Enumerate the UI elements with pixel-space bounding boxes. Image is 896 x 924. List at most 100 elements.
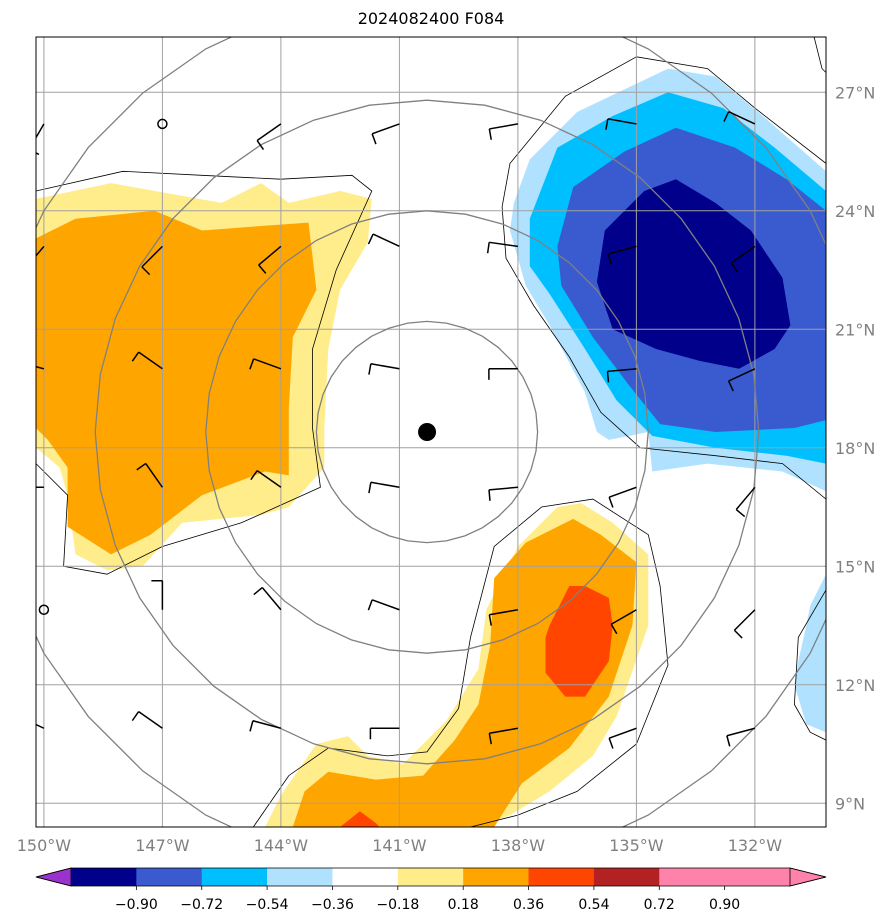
wind-barb-staff: [138, 351, 163, 370]
wind-barb-staff: [607, 368, 637, 373]
plot-frame: [35, 36, 827, 828]
wind-barb-flag: [606, 371, 610, 383]
colorbar-segment: [71, 868, 137, 886]
colorbar-tick-label: −0.72: [180, 897, 223, 913]
wind-barb-flag: [608, 496, 614, 508]
contour-line: [36, 170, 373, 575]
contour-line: [501, 206, 826, 500]
calm-circle-icon: [38, 604, 50, 615]
wind-barb-staff: [608, 486, 637, 498]
wind-barb-staff: [370, 481, 400, 489]
colorbar-segment: [463, 868, 530, 886]
colorbar-tick-label: 0.54: [578, 897, 609, 913]
latitude-tick-label: 24°N: [835, 202, 875, 221]
wind-barb-staff: [372, 233, 400, 248]
west-blob-level: [36, 210, 317, 555]
longitude-tick-label: 141°W: [372, 836, 427, 855]
wind-barb-staff: [36, 123, 45, 140]
wind-barb-flag: [25, 269, 33, 276]
wind-barb-flag: [371, 133, 377, 145]
wind-barb-flag: [250, 470, 258, 481]
wind-barb-flag: [136, 462, 147, 471]
colorbar-segment: [201, 868, 268, 886]
colorbar-tick-label: −0.90: [115, 897, 158, 913]
wind-barb-staff: [726, 727, 756, 737]
range-ring: [94, 99, 760, 765]
zero-contours: [36, 37, 826, 827]
longitude-tick-label: 135°W: [609, 836, 664, 855]
latitude-labels: 9°N 12°N 15°N 18°N 21°N 24°N 27°N: [835, 83, 875, 813]
longitude-labels: 150°W 147°W 144°W 141°W 138°W 135°W 132°W: [17, 836, 783, 855]
wind-barb-staff: [489, 241, 519, 248]
colorbar-segment: [267, 868, 333, 886]
colorbar-extend-high: [789, 867, 827, 887]
wind-barb-flag: [608, 737, 614, 749]
wind-barb-flag: [258, 264, 267, 274]
colorbar-segment: [397, 868, 464, 886]
wind-barb-flag: [368, 482, 372, 494]
wind-barb-staff: [489, 123, 519, 130]
wind-barb-staff: [256, 470, 282, 488]
wind-barb-staff: [36, 723, 45, 729]
contour-line: [252, 498, 669, 827]
northeast-blob-level: [596, 179, 791, 369]
latitude-tick-label: 12°N: [835, 676, 875, 695]
anomaly-fills: [36, 68, 826, 827]
south-blob-level: [340, 811, 380, 827]
latitude-tick-label: 27°N: [835, 83, 875, 102]
wind-barb-staff: [735, 486, 756, 510]
wind-barb-flag: [488, 128, 492, 140]
wind-barb-staff: [138, 711, 163, 729]
longitude-tick-label: 138°W: [491, 836, 546, 855]
wind-barb-flag: [367, 233, 374, 245]
wind-barb-flag: [367, 599, 373, 611]
wind-barb-staff: [728, 368, 756, 382]
latitude-tick-label: 9°N: [835, 794, 865, 813]
range-ring: [205, 210, 649, 654]
range-ring: [315, 320, 539, 544]
longitude-tick-label: 132°W: [728, 836, 783, 855]
longitude-tick-label: 150°W: [17, 836, 72, 855]
south-blob-level: [545, 586, 613, 697]
wind-barb-staff: [256, 123, 282, 142]
wind-barb-flag: [605, 118, 609, 130]
colorbar-segment: [659, 868, 726, 886]
latitude-tick-label: 18°N: [835, 439, 875, 458]
wind-barb-staff: [371, 599, 400, 611]
colorbar-segment: [528, 868, 595, 886]
wind-barb-flag: [13, 716, 18, 726]
wind-barb-flag: [131, 351, 140, 362]
plot-title: 2024082400 F084: [357, 9, 505, 28]
longitude-tick-label: 147°W: [135, 836, 190, 855]
wind-barb-staff: [145, 463, 164, 488]
wind-barb-staff: [608, 727, 637, 739]
wind-barb-flag: [249, 358, 255, 370]
wind-barb-flag: [36, 151, 40, 156]
wind-barb-flag: [131, 711, 140, 722]
range-rings: [36, 37, 826, 827]
wind-barb-flag: [607, 253, 612, 265]
longitude-tick-label: 144°W: [254, 836, 309, 855]
colorbar-tick-label: 0.18: [448, 897, 479, 913]
wind-barb-flag: [733, 629, 743, 639]
colorbar: −0.90 −0.72 −0.54 −0.36 −0.18 0.18 0.36 0.54 0.7…: [35, 867, 827, 913]
colorbar-tick-label: −0.18: [376, 897, 419, 913]
wind-barb-staff: [252, 720, 282, 729]
wind-barb-flag: [723, 111, 730, 122]
wind-barb-flag: [368, 363, 372, 375]
calm-circle-icon: [157, 118, 168, 130]
range-ring: [36, 37, 826, 827]
wind-barb-flag: [488, 733, 492, 745]
colorbar-segment: [593, 868, 660, 886]
colorbar-segment: [724, 868, 791, 886]
wind-barb-staff: [488, 486, 518, 491]
wind-barb-staff: [728, 110, 756, 125]
colorbar-tick-label: −0.36: [311, 897, 354, 913]
wind-barb-flag: [610, 623, 618, 635]
colorbar-outline: [35, 867, 827, 887]
wind-barb-staff: [610, 609, 637, 625]
storm-center-dot: [418, 423, 437, 441]
wind-barb-staff: [258, 245, 282, 266]
wind-barb-staff: [489, 727, 519, 735]
